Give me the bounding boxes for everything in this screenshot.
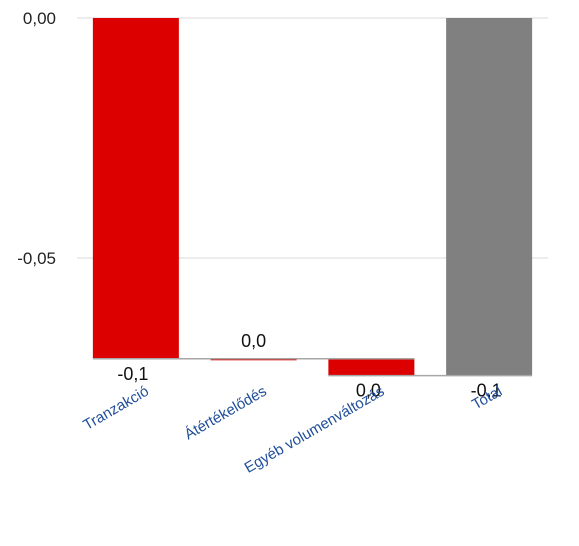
category-label: Tranzakció bbox=[80, 383, 152, 434]
category-label: Átértékelődés bbox=[182, 383, 270, 444]
data-label: 0,0 bbox=[241, 331, 266, 351]
y-tick-label: 0,00 bbox=[23, 9, 56, 28]
connector-lines bbox=[92, 358, 533, 377]
y-axis-tick-labels: 0,00 -0,05 bbox=[17, 9, 56, 268]
bar-change bbox=[328, 358, 415, 376]
data-label: -0,1 bbox=[117, 364, 148, 384]
data-label: -0,1 bbox=[471, 381, 502, 401]
data-labels: -0,1 0,0 0,0 -0,1 bbox=[117, 331, 501, 401]
bar-total bbox=[446, 18, 533, 376]
y-tick-label: -0,05 bbox=[17, 249, 56, 268]
bars bbox=[92, 18, 533, 376]
bar-change bbox=[92, 18, 179, 359]
data-label: 0,0 bbox=[356, 381, 381, 401]
